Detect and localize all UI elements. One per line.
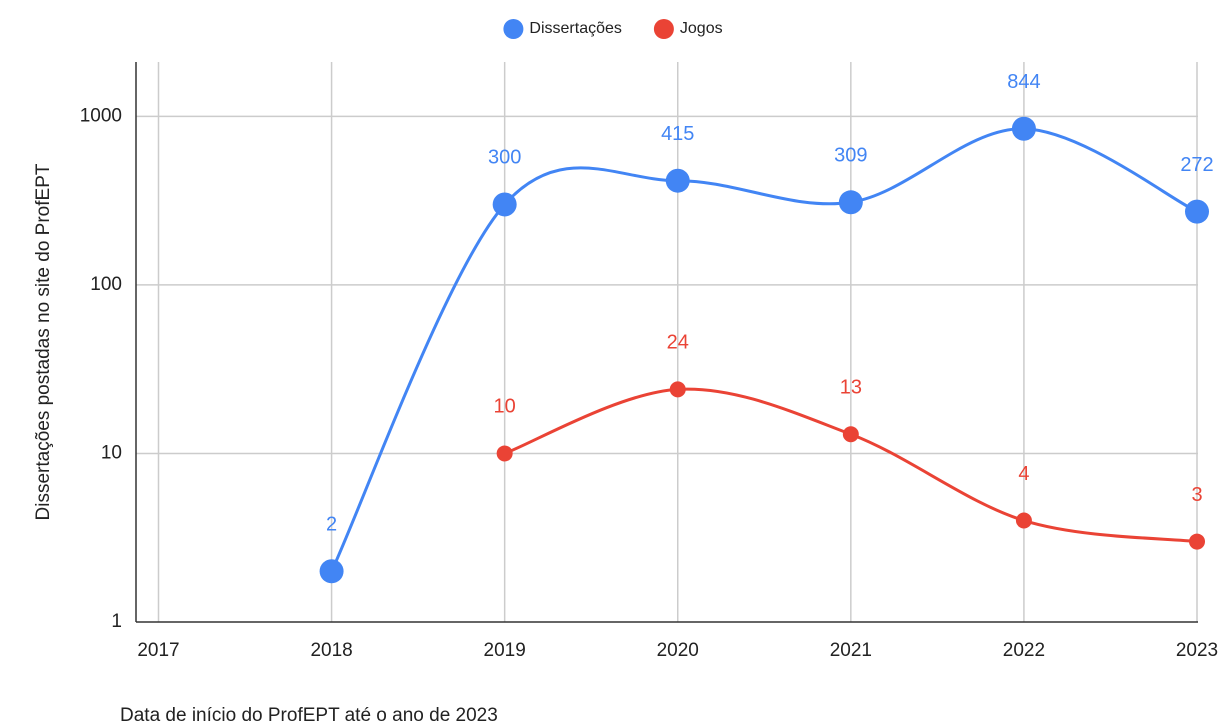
x-tick-label: 2020 bbox=[657, 640, 699, 661]
data-label: 844 bbox=[1007, 71, 1040, 93]
marker bbox=[838, 190, 863, 215]
x-tick-label: 2022 bbox=[1003, 640, 1045, 661]
x-axis-title: Data de início do ProfEPT até o ano de 2… bbox=[120, 705, 498, 726]
legend-swatch bbox=[653, 19, 674, 39]
marker bbox=[842, 426, 859, 443]
y-tick-label: 1 bbox=[111, 611, 122, 632]
data-label: 272 bbox=[1180, 154, 1213, 176]
x-tick-label: 2023 bbox=[1176, 640, 1218, 661]
x-tick-label: 2018 bbox=[310, 640, 352, 661]
data-label: 10 bbox=[494, 396, 516, 418]
y-tick-label: 10 bbox=[101, 442, 122, 463]
data-label: 24 bbox=[667, 332, 689, 354]
marker bbox=[492, 192, 517, 217]
marker bbox=[1189, 533, 1205, 550]
marker bbox=[1015, 512, 1032, 529]
x-tick-label: 2017 bbox=[137, 640, 179, 661]
y-axis-title: Dissertações postadas no site do ProfEPT bbox=[33, 163, 54, 520]
data-label: 309 bbox=[834, 145, 867, 167]
series-line bbox=[330, 127, 1198, 572]
legend-label: Dissertações bbox=[529, 20, 621, 37]
data-label: 300 bbox=[488, 147, 521, 169]
x-tick-label: 2021 bbox=[830, 640, 872, 661]
marker bbox=[319, 559, 344, 584]
data-label: 4 bbox=[1018, 463, 1029, 485]
marker bbox=[1011, 116, 1036, 141]
x-tick-label: 2019 bbox=[484, 640, 526, 661]
data-label: 2 bbox=[326, 514, 337, 536]
marker bbox=[669, 381, 686, 398]
data-label: 13 bbox=[840, 377, 862, 399]
marker bbox=[665, 168, 690, 193]
y-tick-label: 1000 bbox=[80, 105, 122, 126]
data-label: 415 bbox=[661, 123, 694, 145]
legend-swatch bbox=[503, 19, 524, 39]
data-label: 3 bbox=[1191, 484, 1202, 506]
y-tick-label: 100 bbox=[90, 274, 122, 295]
marker bbox=[1185, 199, 1209, 224]
legend-label: Jogos bbox=[680, 20, 723, 37]
marker bbox=[496, 445, 513, 462]
